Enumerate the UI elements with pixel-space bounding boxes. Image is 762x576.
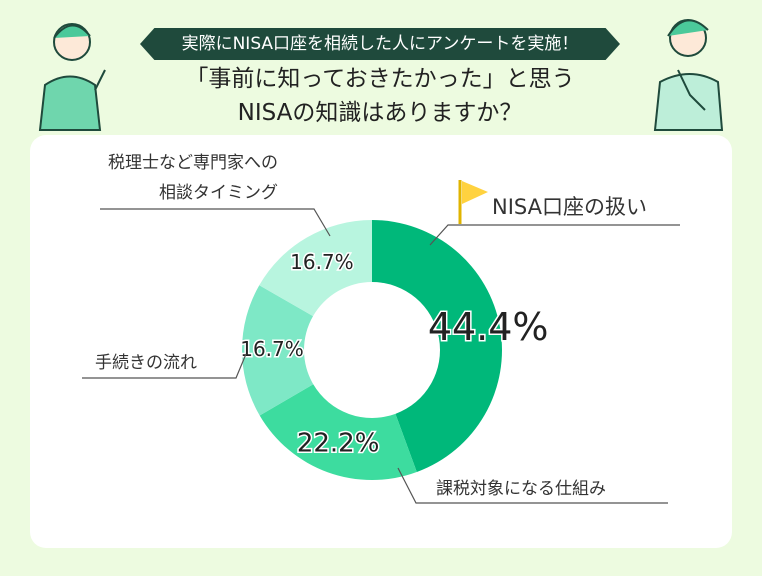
leader-line	[100, 208, 331, 237]
value-label: 16.7%	[240, 337, 304, 361]
value-label: 44.4%	[428, 305, 549, 349]
donut-slice	[259, 384, 417, 480]
chart-title: 「事前に知っておきたかった」と思う NISAの知識はありますか？	[185, 66, 575, 126]
leader-line	[429, 224, 680, 246]
person-right	[653, 19, 724, 131]
banner: 実際にNISA口座を相続した人にアンケートを実施！	[140, 28, 620, 60]
value-label: 22.2%	[297, 429, 380, 459]
card	[30, 135, 732, 548]
category-label: 手続きの流れ	[95, 353, 197, 373]
donut-slice	[259, 220, 372, 317]
category-label: 課税対象になる仕組み	[436, 479, 606, 499]
donut-slice	[372, 220, 503, 473]
donut-slice	[242, 285, 314, 416]
value-label: 16.7%	[290, 250, 354, 274]
leader-line	[397, 467, 668, 504]
person-left	[38, 23, 106, 131]
category-label: 税理士など専門家への 相談タイミング	[108, 153, 278, 203]
flag	[458, 180, 488, 224]
category-label: NISA口座の扱い	[492, 195, 647, 219]
leader-line	[82, 353, 247, 379]
